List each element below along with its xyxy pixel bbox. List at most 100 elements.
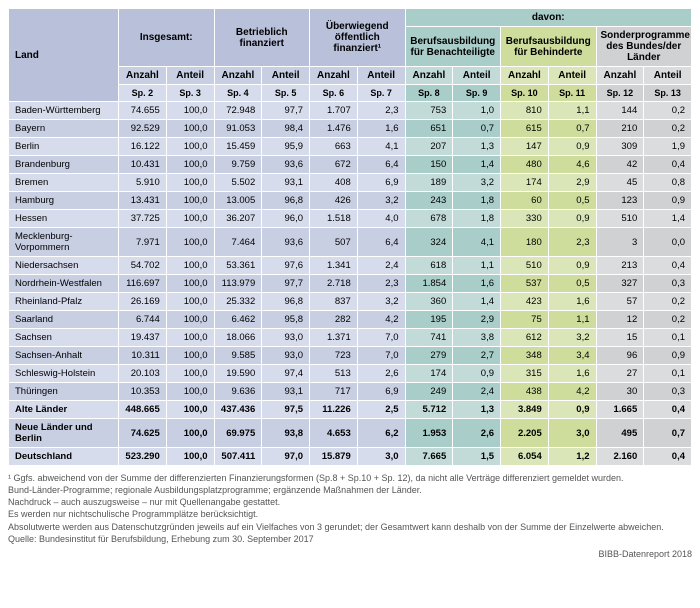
value-cell: 91.053: [214, 120, 262, 138]
value-cell: 195: [405, 311, 453, 329]
value-cell: 100,0: [166, 138, 214, 156]
footnote-line: Quelle: Bundesinstitut für Berufsbildung…: [8, 533, 692, 545]
value-cell: 147: [501, 138, 549, 156]
value-cell: 1,6: [357, 120, 405, 138]
value-cell: 3,8: [453, 329, 501, 347]
value-cell: 100,0: [166, 448, 214, 466]
value-cell: 741: [405, 329, 453, 347]
value-cell: 1,6: [453, 275, 501, 293]
sp-cell: Sp. 5: [262, 85, 310, 102]
header-insgesamt: Insgesamt:: [119, 9, 215, 67]
value-cell: 116.697: [119, 275, 167, 293]
footnote-line: Bund-Länder-Programme; regionale Ausbild…: [8, 484, 692, 496]
value-cell: 97,5: [262, 401, 310, 419]
value-cell: 25.332: [214, 293, 262, 311]
value-cell: 97,7: [262, 102, 310, 120]
land-cell: Saarland: [9, 311, 119, 329]
value-cell: 72.948: [214, 102, 262, 120]
value-cell: 0,1: [644, 365, 692, 383]
value-cell: 1,9: [644, 138, 692, 156]
value-cell: 448.665: [119, 401, 167, 419]
table-row: Brandenburg10.431100,09.75993,66726,4150…: [9, 156, 692, 174]
value-cell: 5.502: [214, 174, 262, 192]
value-cell: 4,0: [357, 210, 405, 228]
value-cell: 100,0: [166, 383, 214, 401]
value-cell: 19.437: [119, 329, 167, 347]
value-cell: 4,2: [548, 383, 596, 401]
value-cell: 100,0: [166, 210, 214, 228]
header-oeffentlich: Überwiegend öffentlich finanziert¹: [310, 9, 406, 67]
table-row: Nordrhein-Westfalen116.697100,0113.97997…: [9, 275, 692, 293]
sp-cell: Sp. 8: [405, 85, 453, 102]
table-row: Alte Länder448.665100,0437.43697,511.226…: [9, 401, 692, 419]
value-cell: 3,2: [357, 192, 405, 210]
value-cell: 0,7: [548, 120, 596, 138]
value-cell: 213: [596, 257, 644, 275]
value-cell: 678: [405, 210, 453, 228]
land-cell: Mecklenburg-Vorpommern: [9, 228, 119, 257]
land-cell: Niedersachsen: [9, 257, 119, 275]
value-cell: 6,9: [357, 174, 405, 192]
value-cell: 1,5: [453, 448, 501, 466]
table-header: Land Insgesamt: Betrieblich finanziert Ü…: [9, 9, 692, 102]
table-row: Bremen5.910100,05.50293,14086,91893,2174…: [9, 174, 692, 192]
value-cell: 324: [405, 228, 453, 257]
header-sonderprogramme: Sonderprogramme des Bundes/der Länder: [596, 27, 692, 67]
value-cell: 18.066: [214, 329, 262, 347]
value-cell: 1,2: [548, 448, 596, 466]
value-cell: 96: [596, 347, 644, 365]
value-cell: 92.529: [119, 120, 167, 138]
value-cell: 0,3: [644, 383, 692, 401]
value-cell: 282: [310, 311, 358, 329]
value-cell: 348: [501, 347, 549, 365]
table-body: Baden-Württemberg74.655100,072.94897,71.…: [9, 102, 692, 401]
value-cell: 0,9: [453, 365, 501, 383]
value-cell: 93,1: [262, 174, 310, 192]
table-row: Sachsen-Anhalt10.311100,09.58593,07237,0…: [9, 347, 692, 365]
value-cell: 523.290: [119, 448, 167, 466]
value-cell: 95,9: [262, 138, 310, 156]
value-cell: 100,0: [166, 275, 214, 293]
value-cell: 2.205: [501, 419, 549, 448]
value-cell: 651: [405, 120, 453, 138]
table-row: Baden-Württemberg74.655100,072.94897,71.…: [9, 102, 692, 120]
land-cell: Sachsen-Anhalt: [9, 347, 119, 365]
value-cell: 13.005: [214, 192, 262, 210]
value-cell: 26.169: [119, 293, 167, 311]
value-cell: 723: [310, 347, 358, 365]
value-cell: 810: [501, 102, 549, 120]
value-cell: 6,2: [357, 419, 405, 448]
value-cell: 717: [310, 383, 358, 401]
value-cell: 97,6: [262, 257, 310, 275]
value-cell: 2,6: [357, 365, 405, 383]
value-cell: 100,0: [166, 293, 214, 311]
value-cell: 57: [596, 293, 644, 311]
table-row: Saarland6.744100,06.46295,82824,21952,97…: [9, 311, 692, 329]
value-cell: 7,0: [357, 329, 405, 347]
value-cell: 480: [501, 156, 549, 174]
value-cell: 513: [310, 365, 358, 383]
value-cell: 0,9: [644, 192, 692, 210]
value-cell: 97,0: [262, 448, 310, 466]
sp-cell: Sp. 3: [166, 85, 214, 102]
value-cell: 3,0: [548, 419, 596, 448]
table-row: Schleswig-Holstein20.103100,019.59097,45…: [9, 365, 692, 383]
value-cell: 0,4: [644, 401, 692, 419]
value-cell: 0,2: [644, 102, 692, 120]
value-cell: 7,0: [357, 347, 405, 365]
value-cell: 618: [405, 257, 453, 275]
value-cell: 0,5: [548, 192, 596, 210]
value-cell: 249: [405, 383, 453, 401]
value-cell: 2.160: [596, 448, 644, 466]
footnotes: ¹ Ggfs. abweichend von der Summe der dif…: [8, 472, 692, 545]
value-cell: 1,3: [453, 138, 501, 156]
value-cell: 13.431: [119, 192, 167, 210]
value-cell: 100,0: [166, 174, 214, 192]
value-cell: 123: [596, 192, 644, 210]
value-cell: 0,3: [644, 275, 692, 293]
value-cell: 327: [596, 275, 644, 293]
sp-cell: Sp. 12: [596, 85, 644, 102]
value-cell: 19.590: [214, 365, 262, 383]
table-row: Deutschland523.290100,0507.41197,015.879…: [9, 448, 692, 466]
subheader-cell: Anzahl: [405, 67, 453, 85]
